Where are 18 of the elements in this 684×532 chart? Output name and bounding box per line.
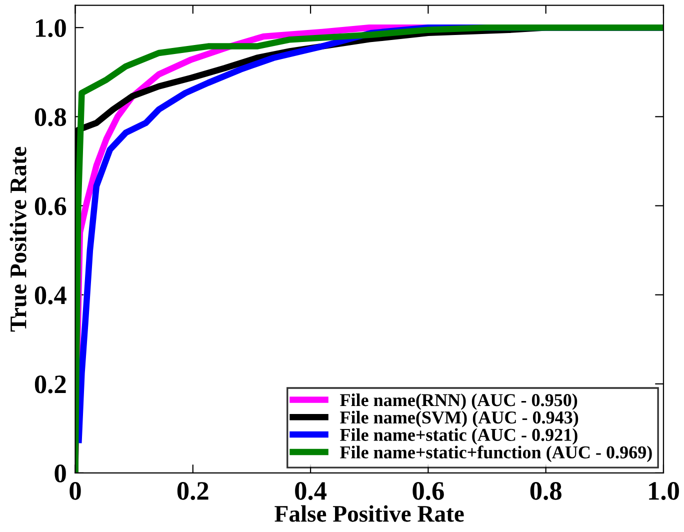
- x-tick-label: 0: [70, 482, 81, 500]
- legend-label: File name(RNN) (AUC - 0.950): [340, 394, 578, 410]
- y-tick-label: 0.2: [34, 375, 66, 394]
- legend-label: File name+static+function (AUC - 0.969): [340, 446, 652, 462]
- y-axis-title: True Positive Rate: [10, 146, 26, 332]
- x-tick-label: 0.8: [530, 482, 562, 500]
- legend-label: File name(SVM) (AUC - 0.943): [340, 410, 578, 428]
- y-tick-label: 0.6: [34, 197, 66, 216]
- legend-label: File name+static (AUC - 0.921): [340, 428, 578, 445]
- y-tick-label: 0: [54, 464, 66, 482]
- x-tick-label: 0.4: [295, 482, 327, 500]
- y-tick-label: 0.8: [34, 108, 66, 126]
- x-tick-label: 0.2: [177, 482, 208, 500]
- y-tick-label: 0.4: [34, 286, 66, 304]
- x-tick-label: 1.0: [649, 482, 679, 500]
- y-tick-label: 1.0: [36, 19, 66, 38]
- x-axis-title: False Positive Rate: [274, 505, 464, 522]
- x-tick-label: 0.6: [412, 482, 444, 500]
